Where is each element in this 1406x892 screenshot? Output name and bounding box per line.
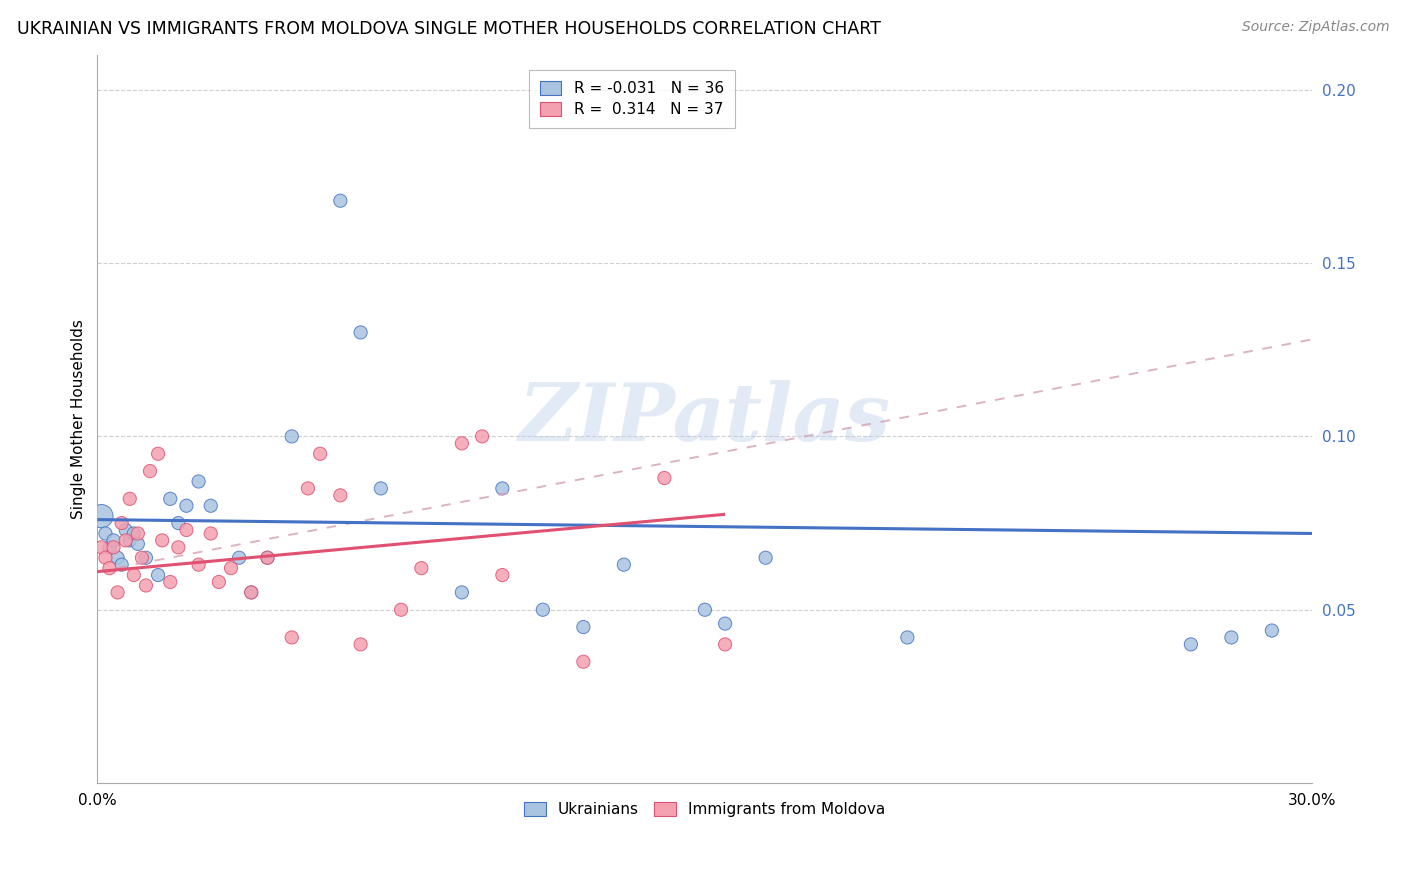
Point bbox=[491, 568, 513, 582]
Point bbox=[572, 620, 595, 634]
Point bbox=[240, 585, 263, 599]
Point bbox=[135, 550, 157, 565]
Point bbox=[90, 541, 112, 555]
Point bbox=[118, 491, 141, 506]
Point bbox=[219, 561, 242, 575]
Point bbox=[111, 516, 134, 530]
Point bbox=[118, 533, 141, 548]
Point bbox=[139, 464, 162, 478]
Point bbox=[281, 429, 304, 443]
Point bbox=[135, 578, 157, 592]
Point bbox=[256, 550, 278, 565]
Point bbox=[714, 637, 737, 651]
Point bbox=[240, 585, 263, 599]
Point bbox=[654, 471, 676, 485]
Point bbox=[349, 637, 371, 651]
Point bbox=[329, 194, 352, 208]
Point bbox=[200, 526, 222, 541]
Point bbox=[411, 561, 433, 575]
Point bbox=[531, 603, 554, 617]
Point bbox=[896, 631, 918, 645]
Point bbox=[1180, 637, 1202, 651]
Point bbox=[491, 482, 513, 496]
Point bbox=[389, 603, 412, 617]
Point bbox=[98, 541, 121, 555]
Point bbox=[309, 447, 332, 461]
Text: ZIPatlas: ZIPatlas bbox=[519, 380, 891, 458]
Point bbox=[693, 603, 716, 617]
Point bbox=[297, 482, 319, 496]
Point bbox=[131, 550, 153, 565]
Point bbox=[329, 488, 352, 502]
Point bbox=[176, 523, 198, 537]
Point bbox=[103, 541, 125, 555]
Point bbox=[159, 491, 181, 506]
Text: UKRAINIAN VS IMMIGRANTS FROM MOLDOVA SINGLE MOTHER HOUSEHOLDS CORRELATION CHART: UKRAINIAN VS IMMIGRANTS FROM MOLDOVA SIN… bbox=[17, 20, 880, 37]
Point bbox=[471, 429, 494, 443]
Point bbox=[150, 533, 173, 548]
Point bbox=[146, 447, 169, 461]
Point bbox=[228, 550, 250, 565]
Point bbox=[111, 558, 134, 572]
Point bbox=[200, 499, 222, 513]
Point bbox=[349, 326, 371, 340]
Point bbox=[714, 616, 737, 631]
Point bbox=[208, 574, 231, 589]
Point bbox=[450, 436, 472, 450]
Point bbox=[167, 541, 190, 555]
Point bbox=[613, 558, 636, 572]
Point bbox=[107, 585, 129, 599]
Text: Source: ZipAtlas.com: Source: ZipAtlas.com bbox=[1241, 20, 1389, 34]
Point bbox=[281, 631, 304, 645]
Point bbox=[187, 475, 209, 489]
Point bbox=[103, 533, 125, 548]
Point bbox=[176, 499, 198, 513]
Point bbox=[94, 526, 117, 541]
Point bbox=[114, 523, 136, 537]
Point bbox=[370, 482, 392, 496]
Point bbox=[167, 516, 190, 530]
Legend: Ukrainians, Immigrants from Moldova: Ukrainians, Immigrants from Moldova bbox=[516, 792, 894, 826]
Point bbox=[1220, 631, 1243, 645]
Point bbox=[122, 526, 145, 541]
Point bbox=[146, 568, 169, 582]
Point bbox=[187, 558, 209, 572]
Point bbox=[114, 533, 136, 548]
Point bbox=[755, 550, 778, 565]
Point bbox=[90, 509, 112, 524]
Point bbox=[107, 550, 129, 565]
Point bbox=[127, 537, 149, 551]
Point bbox=[450, 585, 472, 599]
Point bbox=[122, 568, 145, 582]
Point bbox=[256, 550, 278, 565]
Point bbox=[1261, 624, 1284, 638]
Point bbox=[572, 655, 595, 669]
Point bbox=[94, 550, 117, 565]
Point bbox=[159, 574, 181, 589]
Point bbox=[98, 561, 121, 575]
Y-axis label: Single Mother Households: Single Mother Households bbox=[72, 319, 86, 519]
Point bbox=[127, 526, 149, 541]
